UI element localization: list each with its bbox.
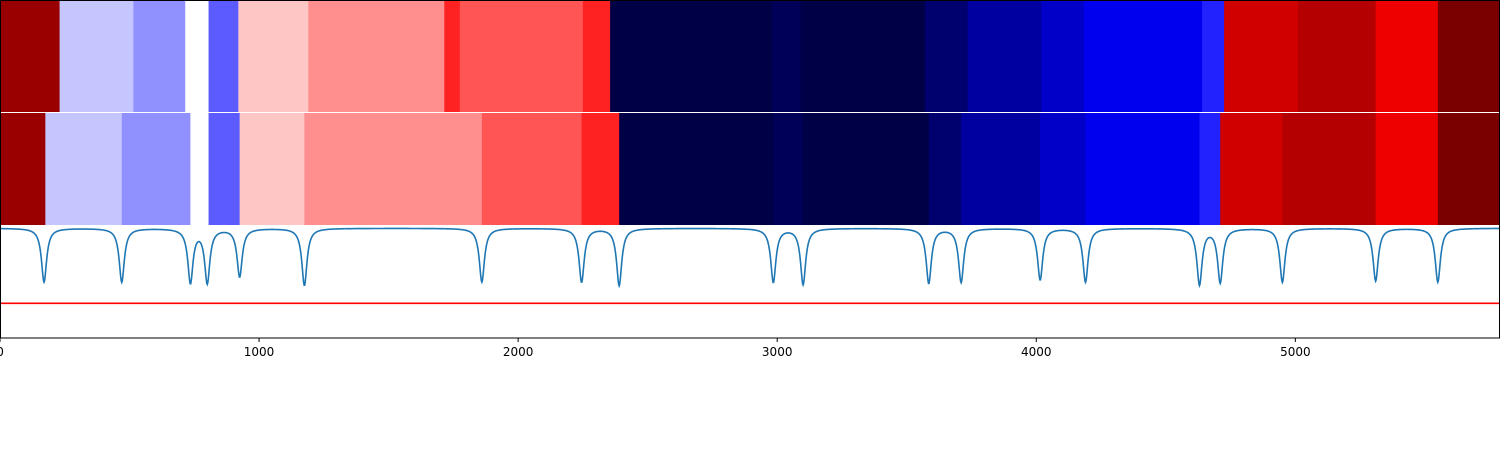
top-heatmap-segment: [133, 0, 186, 112]
x-tick-label: 3000: [762, 345, 793, 359]
x-tick-label: 1000: [244, 345, 275, 359]
top-heatmap-segment: [967, 0, 1042, 112]
middle-heatmap-segment: [773, 113, 804, 225]
top-heatmap-segment: [1375, 0, 1439, 112]
top-heatmap-segment: [1297, 0, 1377, 112]
top-heatmap-segment: [1041, 0, 1085, 112]
middle-heatmap-segment: [928, 113, 962, 225]
top-heatmap-strip: [0, 0, 1500, 112]
top-heatmap-segment: [208, 0, 239, 112]
x-tick-label: 2000: [503, 345, 534, 359]
top-heatmap-segment: [444, 0, 461, 112]
top-heatmap-segment: [610, 0, 773, 112]
middle-heatmap-segment: [121, 113, 191, 225]
middle-heatmap-segment: [1375, 113, 1439, 225]
middle-heatmap-segment: [45, 113, 123, 225]
top-heatmap-segment: [800, 0, 926, 112]
middle-heatmap-strip: [0, 113, 1500, 225]
bottom-line-panel: [0, 226, 1500, 338]
middle-heatmap-segment: [1220, 113, 1283, 225]
middle-heatmap-segment: [239, 113, 305, 225]
top-heatmap-segment: [459, 0, 584, 112]
middle-heatmap-segment: [1199, 113, 1221, 225]
middle-heatmap-segment: [961, 113, 1041, 225]
middle-heatmap-segment: [481, 113, 583, 225]
series-line: [0, 227, 1500, 289]
top-heatmap-segment: [1437, 0, 1500, 112]
middle-heatmap-segment: [581, 113, 620, 225]
top-heatmap-segment: [1084, 0, 1203, 112]
x-tick-label: 4000: [1021, 345, 1052, 359]
middle-heatmap-segment: [1437, 113, 1500, 225]
top-heatmap-segment: [0, 0, 61, 112]
top-heatmap-segment: [772, 0, 802, 112]
top-heatmap-segment: [582, 0, 611, 112]
middle-heatmap-segment: [304, 113, 483, 225]
top-heatmap-segment: [185, 0, 210, 112]
middle-heatmap-segment: [619, 113, 774, 225]
middle-heatmap-segment: [208, 113, 241, 225]
middle-heatmap-segment: [0, 113, 46, 225]
x-axis: 0 1000 2000 3000 4000 5000: [0, 338, 1311, 359]
line-panel-frame: [0, 226, 1500, 338]
top-heatmap-segment: [1202, 0, 1225, 112]
top-heatmap-segment: [1224, 0, 1299, 112]
top-heatmap-segment: [308, 0, 445, 112]
middle-heatmap-segment: [1282, 113, 1377, 225]
middle-heatmap-segment: [190, 113, 210, 225]
x-tick-label: 0: [0, 345, 4, 359]
middle-heatmap-segment: [1040, 113, 1086, 225]
middle-heatmap-segment: [803, 113, 930, 225]
middle-heatmap-segment: [1085, 113, 1200, 225]
top-heatmap-segment: [924, 0, 969, 112]
x-tick-label: 5000: [1280, 345, 1311, 359]
top-heatmap-segment: [238, 0, 309, 112]
top-heatmap-segment: [59, 0, 134, 112]
